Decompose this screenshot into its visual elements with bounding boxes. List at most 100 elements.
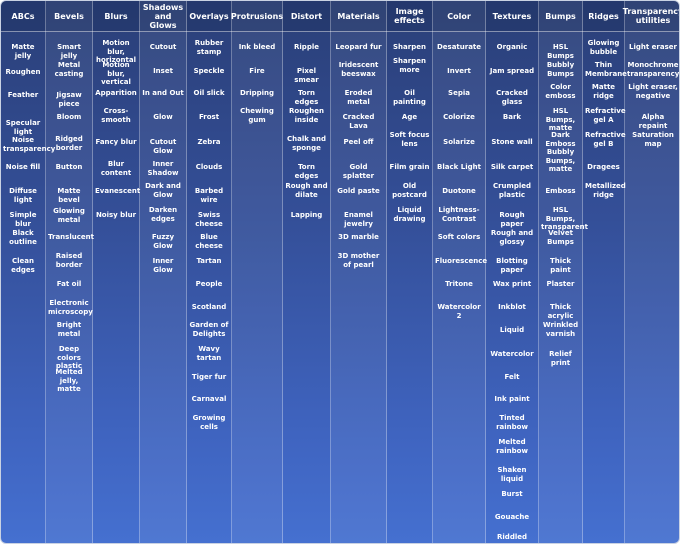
effect-item[interactable]: Garden of Delights — [189, 321, 229, 338]
effect-item[interactable]: Inset — [153, 67, 173, 75]
effect-item[interactable]: Duotone — [442, 187, 476, 195]
effect-item[interactable]: 3D marble — [338, 233, 379, 241]
effect-item[interactable]: Glowing bubble — [587, 39, 620, 56]
effect-item[interactable]: Rough paper — [499, 211, 525, 228]
effect-item[interactable]: HSL Bumps — [547, 43, 574, 60]
effect-item[interactable]: Peel off — [343, 138, 374, 146]
effect-item[interactable]: Roughen inside — [289, 107, 324, 124]
effect-item[interactable]: Bark — [502, 113, 522, 121]
effect-item[interactable]: In and Out — [142, 89, 184, 97]
effect-item[interactable]: Cracked glass — [496, 89, 528, 106]
effect-item[interactable]: Thick paint — [550, 257, 571, 274]
effect-item[interactable]: Colorize — [443, 113, 475, 121]
effect-item[interactable]: Dark Emboss Bubbly Bumps, matte — [545, 131, 576, 173]
effect-item[interactable]: Metallized ridge — [585, 182, 626, 199]
effect-item[interactable]: Thick acrylic — [547, 303, 574, 320]
effect-item[interactable]: Chalk and sponge — [286, 135, 327, 152]
effect-item[interactable]: Zebra — [197, 138, 221, 146]
effect-item[interactable]: Gold splatter — [342, 163, 375, 180]
effect-item[interactable]: Sharpen more — [393, 57, 426, 74]
effect-item[interactable]: Frost — [198, 113, 220, 121]
effect-item[interactable]: Glow — [153, 113, 173, 121]
effect-item[interactable]: Fluorescence — [435, 257, 488, 265]
effect-item[interactable]: Refractive gel A — [585, 107, 626, 124]
effect-item[interactable]: Darken edges — [148, 206, 178, 223]
effect-item[interactable]: Jigsaw piece — [56, 91, 82, 108]
effect-item[interactable]: Eroded metal — [344, 89, 373, 106]
effect-item[interactable]: Torn edges — [294, 163, 319, 180]
effect-item[interactable]: Barbed wire — [194, 187, 224, 204]
effect-item[interactable]: Wavy tartan — [196, 345, 222, 362]
effect-item[interactable]: Tinted rainbow — [496, 414, 528, 431]
effect-item[interactable]: Invert — [447, 67, 471, 75]
effect-item[interactable]: Crumpled plastic — [492, 182, 532, 199]
effect-item[interactable]: Raised border — [55, 252, 83, 269]
effect-item[interactable]: Lapping — [290, 211, 323, 219]
effect-item[interactable]: Black Light — [437, 163, 481, 171]
effect-item[interactable]: Watercolor — [490, 350, 534, 358]
effect-item[interactable]: Relief print — [549, 350, 572, 367]
effect-item[interactable]: Melted rainbow — [496, 438, 528, 455]
effect-item[interactable]: Shaken liquid — [497, 466, 527, 483]
effect-item[interactable]: Speckle — [193, 67, 225, 75]
effect-item[interactable]: Enamel jewelry — [344, 211, 373, 228]
effect-item[interactable]: Dark and Glow — [145, 182, 181, 199]
effect-item[interactable]: Rough and glossy — [490, 229, 534, 246]
effect-item[interactable]: Velvet Bumps — [547, 229, 574, 246]
effect-item[interactable]: 3D mother of pearl — [337, 252, 380, 269]
effect-item[interactable]: Fat oil — [56, 280, 82, 288]
effect-item[interactable]: Fancy blur — [95, 138, 137, 146]
effect-item[interactable]: Wrinkled varnish — [542, 321, 579, 338]
effect-item[interactable]: Swiss cheese — [195, 211, 223, 228]
effect-item[interactable]: Ridged border — [55, 135, 83, 152]
effect-item[interactable]: Specular light Noise transparency — [3, 119, 56, 153]
effect-item[interactable]: Solarize — [443, 138, 475, 146]
effect-item[interactable]: Fire — [249, 67, 265, 75]
effect-item[interactable]: Oil painting — [393, 89, 426, 106]
effect-item[interactable]: Cross-smooth — [101, 107, 131, 124]
effect-item[interactable]: Black outline — [9, 229, 37, 246]
effect-item[interactable]: Desaturate — [436, 43, 482, 51]
effect-item[interactable]: Clouds — [195, 163, 223, 171]
effect-item[interactable]: Clean edges — [11, 257, 35, 274]
effect-item[interactable]: Inner Glow — [152, 257, 174, 274]
effect-item[interactable]: Ink bleed — [238, 43, 276, 51]
effect-item[interactable]: Liquid — [499, 326, 525, 334]
effect-item[interactable]: Metal casting — [54, 61, 84, 78]
effect-item[interactable]: Sharpen — [393, 43, 426, 51]
effect-item[interactable]: Silk carpet — [490, 163, 534, 171]
effect-item[interactable]: Chewing gum — [240, 107, 274, 124]
effect-item[interactable]: Roughen — [5, 68, 41, 76]
effect-item[interactable]: Gold paste — [337, 187, 380, 195]
effect-item[interactable]: Cutout — [149, 43, 177, 51]
effect-item[interactable]: Bubbly Bumps — [546, 61, 575, 78]
effect-item[interactable]: Glowing metal — [53, 207, 85, 224]
effect-item[interactable]: Light eraser, negative — [628, 83, 678, 100]
effect-item[interactable]: Matte ridge — [591, 83, 616, 100]
effect-item[interactable]: Inner Shadow — [147, 160, 179, 177]
effect-item[interactable]: Age — [401, 113, 418, 121]
effect-item[interactable]: Translucent — [48, 233, 94, 241]
effect-item[interactable]: Dragees — [587, 163, 620, 171]
effect-item[interactable]: Cutout Glow — [149, 138, 177, 155]
effect-item[interactable]: Inkblot — [498, 303, 526, 311]
effect-item[interactable]: Torn edges — [294, 89, 319, 106]
effect-item[interactable]: Stone wall — [491, 138, 533, 146]
effect-item[interactable]: Soft colors — [437, 233, 481, 241]
effect-item[interactable]: Blue cheese — [195, 233, 223, 250]
effect-item[interactable]: Color emboss — [545, 83, 576, 100]
effect-item[interactable]: Smart jelly — [57, 43, 81, 60]
effect-item[interactable]: Ripple — [294, 43, 319, 51]
effect-item[interactable]: Blotting paper — [496, 257, 528, 274]
effect-item[interactable]: Alpha repaint — [638, 113, 668, 130]
effect-item[interactable]: Dripping — [239, 89, 275, 97]
effect-item[interactable]: Riddled — [497, 533, 527, 541]
effect-item[interactable]: Tiger fur — [191, 373, 227, 381]
effect-item[interactable]: Sepia — [448, 89, 470, 97]
effect-item[interactable]: Bloom — [56, 113, 82, 121]
effect-item[interactable]: Simple blur — [9, 211, 37, 228]
effect-item[interactable]: Thin Membrane — [585, 61, 627, 78]
effect-item[interactable]: Wax print — [492, 280, 532, 288]
effect-item[interactable]: Pixel smear — [294, 67, 319, 84]
effect-item[interactable]: Iridescent beeswax — [338, 61, 379, 78]
